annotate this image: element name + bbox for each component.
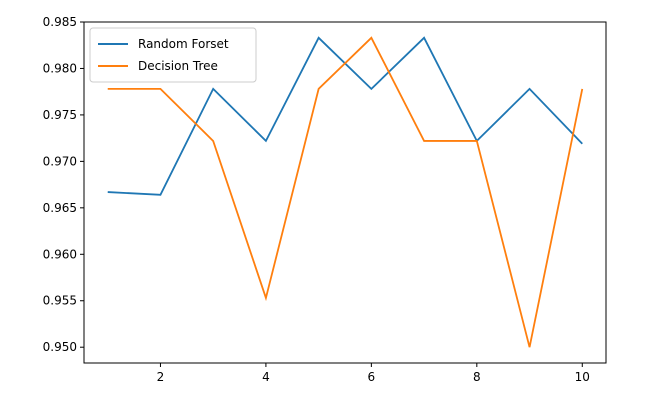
legend-box: [89, 27, 257, 83]
x-tick-label: 6: [368, 370, 376, 384]
y-tick-label: 0.965: [43, 201, 77, 215]
y-tick-label: 0.955: [43, 294, 77, 308]
legend-label: Random Forset: [138, 37, 229, 51]
x-tick-label: 4: [262, 370, 270, 384]
x-tick-label: 10: [575, 370, 590, 384]
y-tick-label: 0.985: [43, 15, 77, 29]
x-axis: 2 4 6 8 10: [157, 363, 590, 384]
y-tick-label: 0.970: [43, 154, 77, 168]
plot-frame: [83, 21, 607, 364]
y-tick-label: 0.975: [43, 108, 77, 122]
y-tick-label: 0.980: [43, 61, 77, 75]
legend: Random Forset Decision Tree: [89, 27, 257, 83]
legend-label: Decision Tree: [138, 59, 218, 73]
y-axis: 0.950 0.955 0.960 0.965 0.970 0.975 0.980 0.985: [43, 15, 84, 354]
x-tick-label: 2: [157, 370, 165, 384]
series-layer: [107, 36, 584, 348]
x-tick-label: 8: [473, 370, 481, 384]
y-tick-label: 0.950: [43, 340, 77, 354]
y-tick-label: 0.960: [43, 247, 77, 261]
series-line-decision-tree: [107, 36, 584, 348]
